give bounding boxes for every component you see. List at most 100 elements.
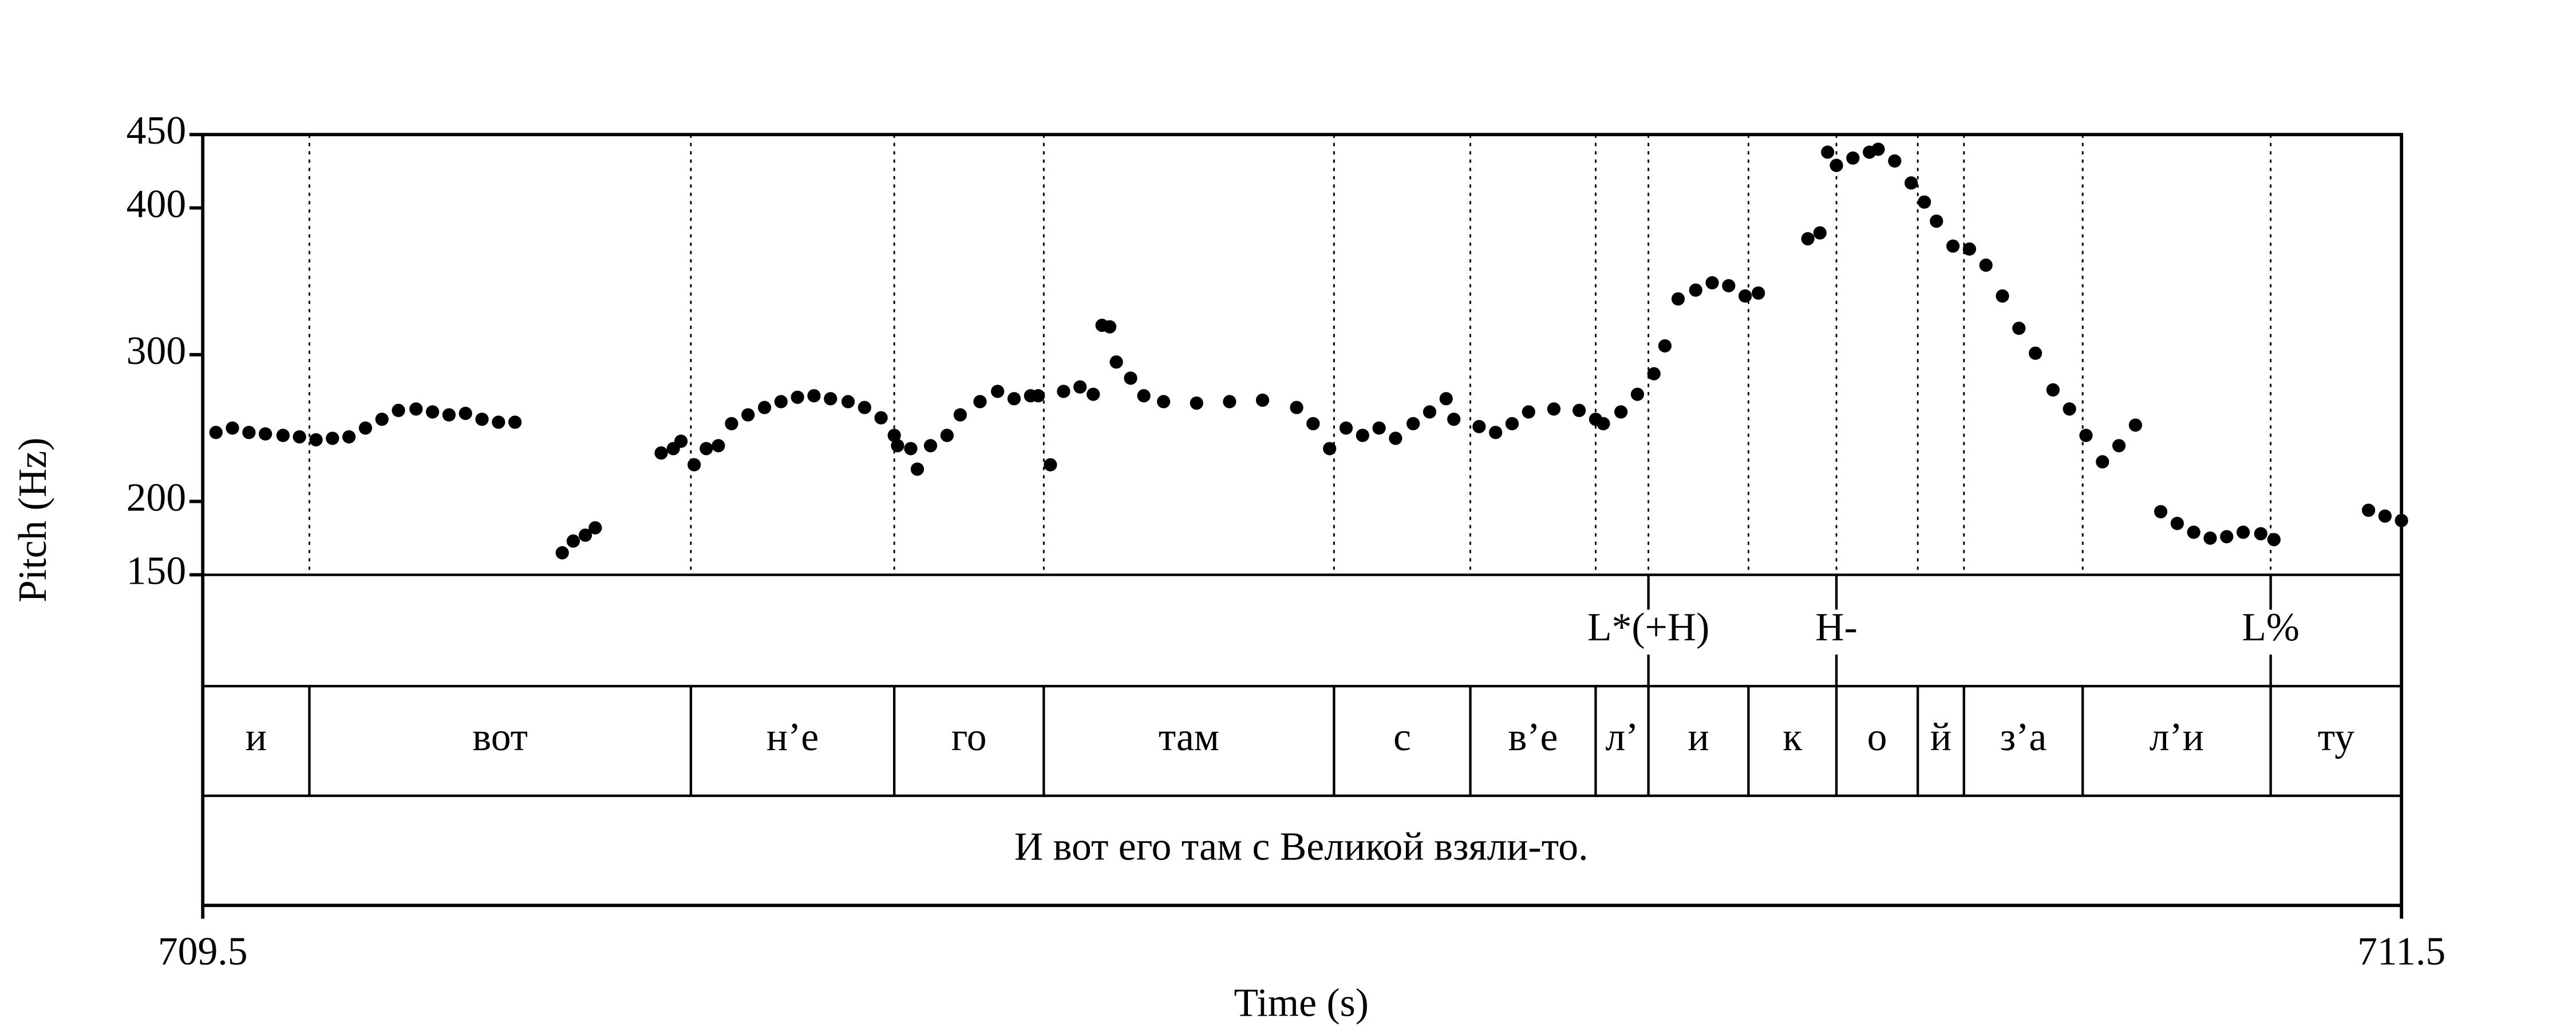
pitch-point: [342, 430, 356, 444]
pitch-point: [276, 429, 290, 442]
pitch-point: [891, 439, 904, 453]
pitch-point: [1086, 387, 1100, 401]
syllable-label: го: [951, 715, 987, 759]
pitch-point: [1255, 393, 1270, 407]
pitch-point: [2187, 525, 2200, 539]
pitch-point: [1846, 151, 1860, 165]
syllable-label: в’е: [1508, 715, 1558, 759]
pitch-point: [791, 390, 804, 404]
pitch-point: [712, 439, 725, 453]
pitch-point: [309, 433, 323, 447]
pitch-point: [1573, 403, 1586, 417]
pitch-point: [1073, 380, 1087, 394]
tone-label: L*(+H): [1587, 605, 1709, 649]
pitch-point: [1905, 176, 1918, 190]
pitch-point: [1830, 159, 1843, 172]
y-tick-label: 150: [127, 549, 186, 593]
pitch-point: [1306, 417, 1320, 430]
pitch-point: [1290, 401, 1303, 414]
pitch-point: [923, 439, 938, 453]
pitch-point: [940, 429, 954, 442]
pitch-point: [1057, 385, 1070, 398]
pitch-point: [409, 402, 423, 416]
pitch-point: [2096, 455, 2109, 469]
pitch-point: [1223, 395, 1236, 409]
x-axis-label: Time (s): [1234, 981, 1368, 1025]
syllable-label: й: [1930, 715, 1951, 759]
pitch-point: [741, 408, 755, 422]
pitch-point: [725, 417, 738, 430]
pitch-point: [226, 421, 239, 435]
syllable-label: и: [246, 715, 267, 759]
pitch-point: [1996, 289, 2009, 303]
pitch-point: [1339, 421, 1353, 435]
pitch-point: [1671, 292, 1685, 306]
pitch-point: [2203, 531, 2217, 545]
pitch-point: [991, 385, 1005, 398]
syllable-label: л’: [1606, 715, 1639, 759]
pitch-point: [1821, 145, 1835, 159]
syllable-label: н’е: [767, 715, 819, 759]
pitch-point: [757, 401, 772, 414]
syllable-label: вот: [472, 715, 528, 759]
pitch-point: [209, 426, 223, 439]
pitch-point: [774, 395, 788, 409]
pitch-point: [2395, 514, 2408, 528]
pitch-point: [887, 429, 901, 442]
pitch-point: [1722, 279, 1736, 292]
pitch-point: [1705, 276, 1719, 290]
syllable-label: там: [1159, 715, 1219, 759]
pitch-point: [442, 408, 456, 422]
pitch-point: [1356, 429, 1369, 442]
pitch-point: [1447, 413, 1461, 426]
pitch-point: [824, 392, 837, 406]
pitch-point: [2079, 429, 2093, 442]
pitch-point: [459, 406, 472, 421]
syllable-label: л’и: [2150, 715, 2204, 759]
pitch-point: [1647, 367, 1661, 381]
pitch-point: [1752, 286, 1765, 300]
tone-label: H-: [1815, 605, 1858, 649]
pitch-point: [1472, 419, 1486, 434]
pitch-point: [904, 442, 918, 455]
syllable-label: с: [1393, 715, 1411, 759]
pitch-point: [2112, 439, 2126, 453]
pitch-point: [2170, 517, 2184, 530]
pitch-point: [508, 415, 522, 429]
pitch-point: [1389, 431, 1402, 445]
pitch-point: [1372, 421, 1386, 435]
sentence: И вот его там с Великой взяли-то.: [1014, 825, 1589, 869]
pitch-point: [578, 528, 592, 542]
pitch-point: [2236, 525, 2250, 539]
pitch-point: [1801, 232, 1815, 245]
pitch-point: [2254, 527, 2267, 541]
pitch-point: [1739, 289, 1752, 303]
pitch-point: [1979, 258, 1993, 272]
tone-label: L%: [2242, 605, 2300, 649]
y-tick-label: 450: [127, 109, 186, 153]
pitch-point: [1522, 405, 1535, 419]
pitch-point: [1630, 387, 1645, 401]
pitch-point: [1439, 392, 1453, 406]
pitch-point: [425, 405, 440, 419]
pitch-point: [674, 434, 688, 448]
pitch-point: [1137, 389, 1151, 403]
pitch-point: [566, 534, 580, 548]
pitch-point: [2154, 505, 2168, 518]
syllable-label: к: [1783, 715, 1802, 759]
pitch-point: [1813, 226, 1827, 240]
pitch-point: [910, 462, 924, 476]
pitch-point: [2046, 383, 2060, 397]
pitch-point: [973, 395, 987, 409]
x-tick-label: 711.5: [2357, 929, 2445, 973]
syllable-label: ту: [2318, 715, 2355, 759]
y-tick-label: 200: [127, 476, 186, 520]
pitch-point: [1109, 355, 1123, 369]
pitch-point: [1918, 195, 1931, 209]
frame: [201, 133, 2404, 908]
pitch-point: [1962, 242, 1977, 256]
pitch-point: [588, 521, 602, 535]
y-axis-label: Pitch (Hz): [11, 438, 55, 603]
